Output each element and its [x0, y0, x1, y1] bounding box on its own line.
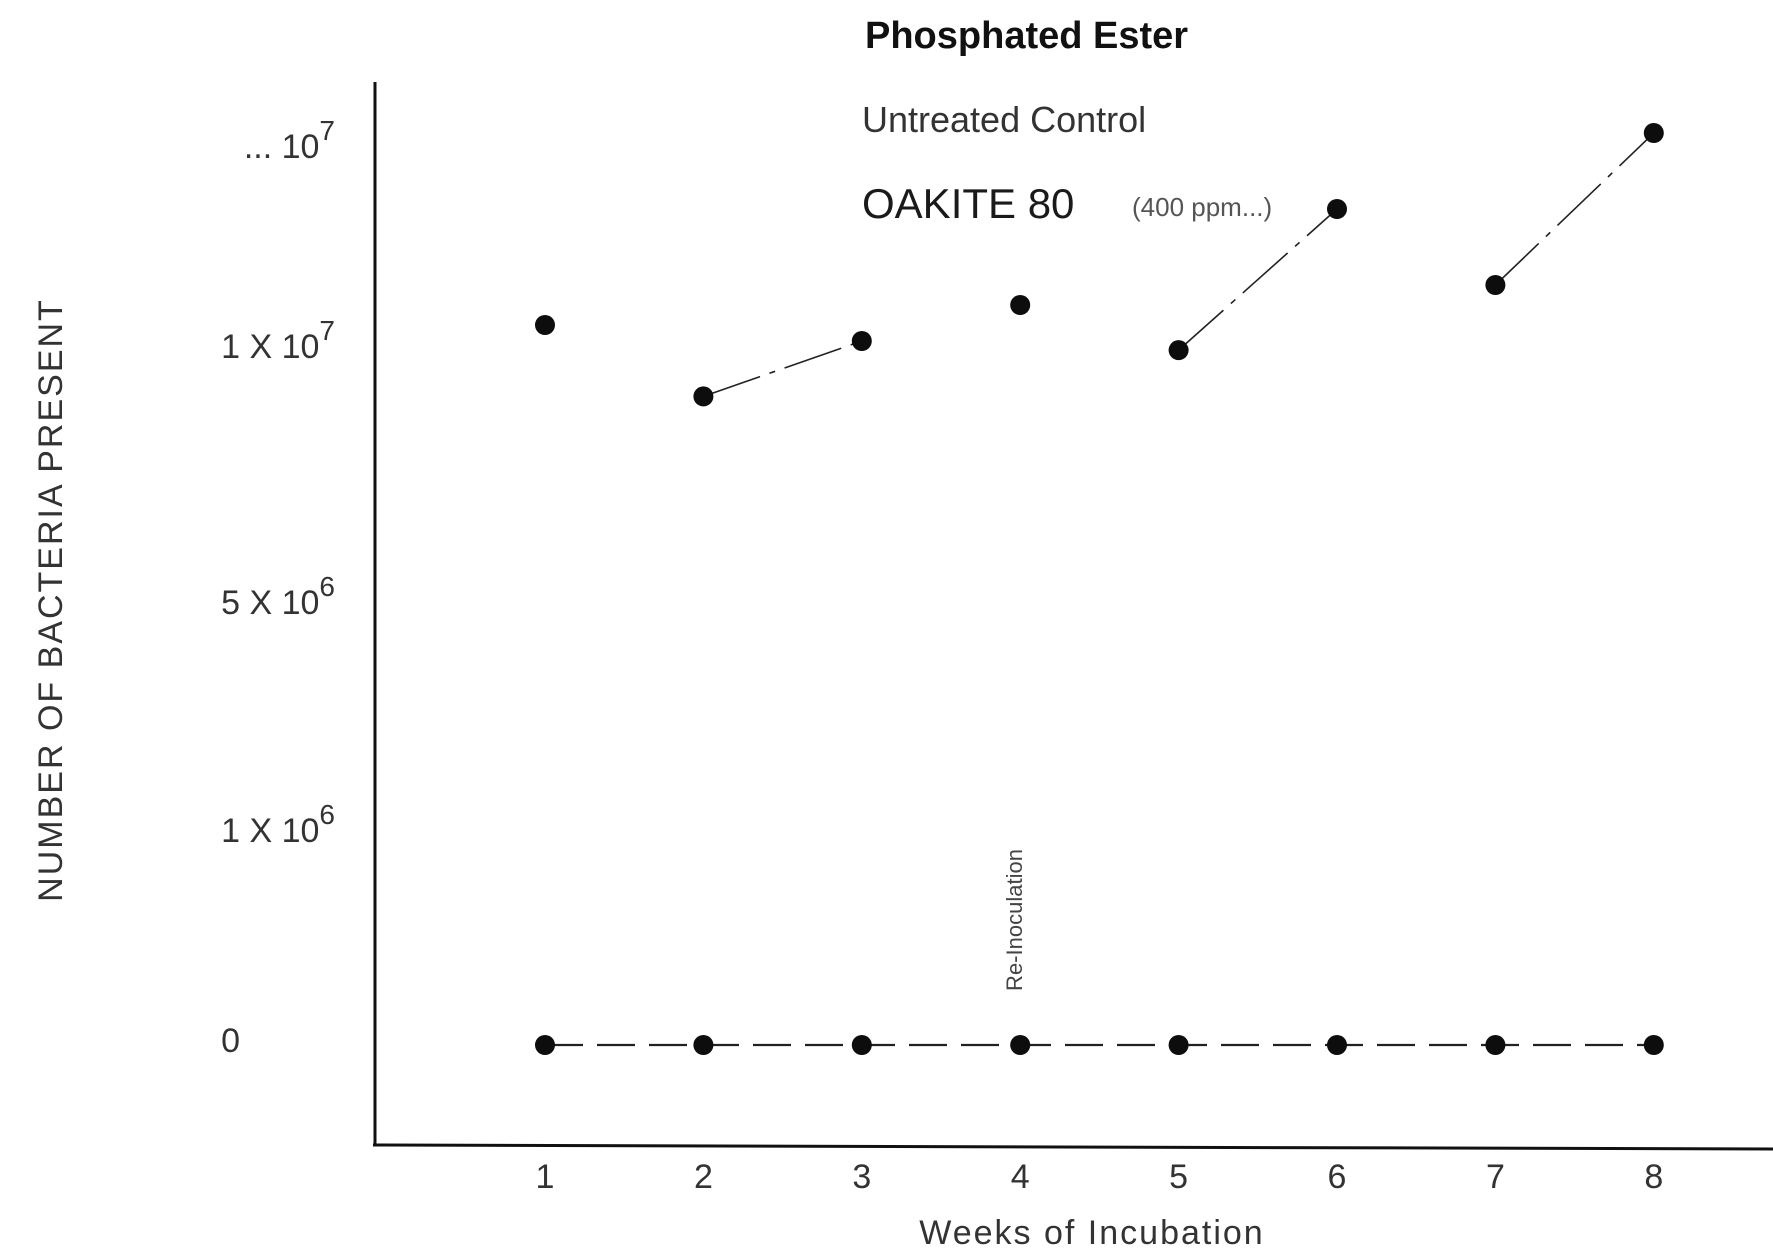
- data-point-untreated-control-week-3: [851, 331, 872, 351]
- data-point-oakite-80-week-6: [1327, 1035, 1347, 1055]
- data-point-untreated-control-week-6: [1327, 199, 1347, 219]
- x-tick-label-1: 1: [536, 1158, 555, 1196]
- x-tick-label-6: 6: [1328, 1158, 1347, 1196]
- data-point-untreated-control-week-7: [1485, 275, 1506, 295]
- x-tick-label-3: 3: [852, 1158, 871, 1196]
- data-point-untreated-control-week-4: [1010, 295, 1031, 315]
- data-point-untreated-control-week-2: [693, 386, 714, 407]
- legend-entry-note: (400 ppm...): [1132, 192, 1272, 222]
- chart-title: Phosphated Ester: [865, 15, 1188, 57]
- x-tick-label-4: 4: [1011, 1158, 1030, 1196]
- series-segment-untreated-control-2-3: [703, 340, 863, 398]
- x-axis-label: Weeks of Incubation: [919, 1214, 1264, 1252]
- data-point-oakite-80-week-4: [1010, 1035, 1031, 1055]
- data-point-oakite-80-week-3: [851, 1035, 872, 1055]
- y-tick-label-5e6: 5 X 106: [221, 571, 335, 622]
- series-markers: [535, 123, 1664, 1055]
- y-tick-labels: 0 1 X 106 5 X 106 1 X 107 ... 107: [221, 115, 335, 1060]
- x-tick-label-8: 8: [1644, 1158, 1663, 1196]
- y-tick-label-top: ... 107: [244, 115, 335, 166]
- legend-entry-oakite-80: OAKITE 80: [862, 180, 1074, 227]
- data-point-oakite-80-week-2: [693, 1035, 714, 1055]
- x-axis-line: [372, 1143, 1773, 1151]
- series-segment-untreated-control-5-6: [1178, 208, 1338, 351]
- y-tick-label-0: 0: [221, 1022, 240, 1060]
- re-inoculation-annotation: Re-Inoculation: [1002, 849, 1027, 991]
- y-tick-label-1e6: 1 X 106: [221, 799, 335, 850]
- data-point-untreated-control-week-1: [535, 315, 555, 335]
- data-point-oakite-80-week-7: [1485, 1035, 1506, 1055]
- x-tick-label-5: 5: [1169, 1158, 1188, 1196]
- legend-entry-untreated-control: Untreated Control: [862, 99, 1146, 140]
- series-lines: [545, 132, 1655, 1047]
- x-tick-labels: 1 2 3 4 5 6 7 8: [536, 1158, 1664, 1196]
- data-point-untreated-control-week-8: [1643, 123, 1664, 143]
- x-tick-label-2: 2: [694, 1158, 713, 1196]
- data-point-oakite-80-week-8: [1643, 1035, 1664, 1055]
- data-point-oakite-80-week-5: [1168, 1035, 1189, 1055]
- data-point-oakite-80-week-1: [535, 1035, 555, 1055]
- series-segment-untreated-control-7-8: [1494, 132, 1655, 286]
- y-axis-label: NUMBER OF BACTERIA PRESENT: [32, 298, 70, 902]
- data-point-untreated-control-week-5: [1168, 340, 1189, 361]
- x-tick-label-7: 7: [1486, 1158, 1505, 1196]
- y-tick-label-1e7: 1 X 107: [221, 315, 335, 366]
